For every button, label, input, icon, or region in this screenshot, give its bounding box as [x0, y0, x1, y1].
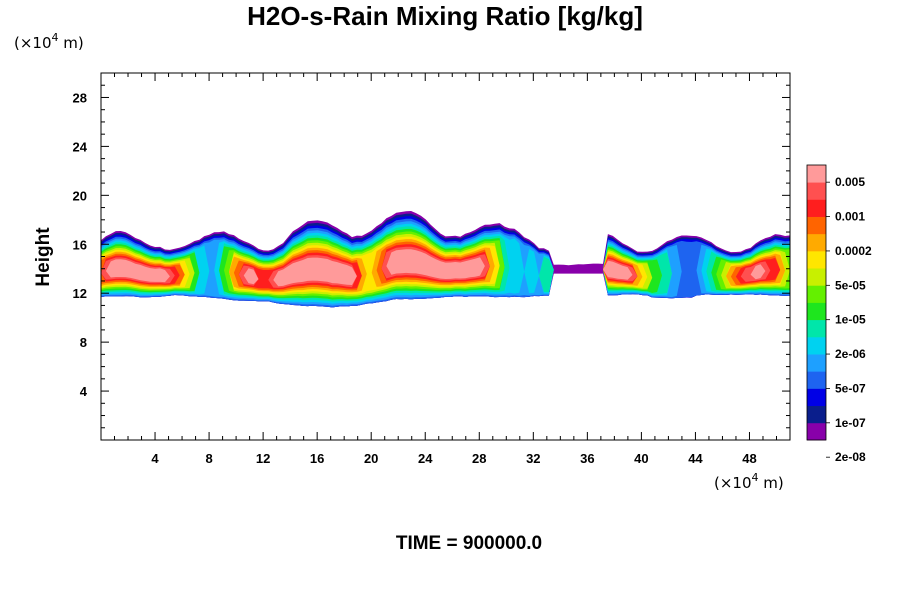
y-tick-label: 8 — [80, 335, 87, 350]
legend-label: 1e-07 — [835, 416, 866, 430]
y-unit-exp: 4 — [52, 31, 59, 44]
legend-color-box — [807, 405, 826, 424]
legend-label: 5e-07 — [835, 381, 866, 395]
x-tick-label: 36 — [580, 451, 594, 466]
y-unit-base: (×10 — [14, 34, 52, 52]
legend-color-box — [807, 354, 826, 372]
y-tick-label: 28 — [73, 90, 87, 105]
legend-color-box — [807, 371, 826, 389]
legend-color-box — [807, 268, 826, 286]
legend-color-box — [807, 250, 826, 269]
y-tick-label: 24 — [73, 139, 88, 154]
legend-label: 0.005 — [835, 175, 865, 189]
x-tick-label: 8 — [205, 451, 212, 466]
legend-color-box — [807, 182, 826, 200]
colorbar-legend: 0.005 0.001 0.0002 5e-05 1e-05 2e-06 5e-07 1e-0… — [806, 164, 872, 464]
chart-title: H2O-s-Rain Mixing Ratio [kg/kg] — [247, 1, 643, 31]
y-axis-label: Height — [33, 227, 54, 287]
legend-label: 0.0002 — [835, 244, 872, 258]
x-axis: 4 8 12 16 20 24 28 32 36 40 44 48 — [114, 73, 777, 466]
x-unit-exp: 4 — [752, 471, 759, 484]
legend-color-box — [807, 422, 826, 441]
legend-label: 2e-06 — [835, 347, 866, 361]
x-tick-label: 48 — [742, 451, 756, 466]
x-tick-label: 20 — [364, 451, 378, 466]
x-unit-base: (×10 — [714, 474, 752, 492]
legend-label: 1e-05 — [835, 313, 866, 327]
y-unit-label: (×104 m) — [14, 31, 84, 52]
time-label: TIME = 900000.0 — [396, 533, 542, 554]
y-axis: 4 8 12 16 20 24 28 — [73, 84, 790, 429]
contour-band — [101, 249, 790, 287]
legend-label: 2e-08 — [835, 450, 866, 464]
x-tick-label: 44 — [688, 451, 703, 466]
legend-color-box — [807, 216, 826, 235]
x-unit-suffix: m) — [759, 474, 784, 492]
legend-color-box — [807, 199, 826, 217]
y-tick-label: 4 — [80, 384, 88, 399]
x-tick-label: 4 — [151, 451, 159, 466]
legend-color-box — [807, 165, 826, 183]
legend-label: 5e-05 — [835, 278, 866, 292]
y-tick-label: 12 — [73, 286, 87, 301]
legend-color-box — [807, 302, 826, 321]
x-tick-label: 16 — [310, 451, 324, 466]
legend-frame — [806, 164, 827, 441]
legend-color-box — [807, 336, 826, 355]
x-tick-label: 40 — [634, 451, 648, 466]
legend-color-box — [807, 233, 826, 252]
x-unit-label: (×104 m) — [714, 471, 784, 492]
plot-contours — [101, 211, 790, 308]
legend-color-box — [807, 388, 826, 407]
x-tick-label: 24 — [418, 451, 433, 466]
x-tick-label: 32 — [526, 451, 540, 466]
y-unit-suffix: m) — [59, 34, 84, 52]
y-tick-label: 20 — [73, 188, 87, 203]
legend-label: 0.001 — [835, 210, 865, 224]
x-tick-label: 12 — [256, 451, 270, 466]
x-tick-label: 28 — [472, 451, 486, 466]
y-tick-label: 16 — [73, 237, 87, 252]
legend-color-box — [807, 285, 826, 303]
legend-color-box — [807, 319, 826, 338]
